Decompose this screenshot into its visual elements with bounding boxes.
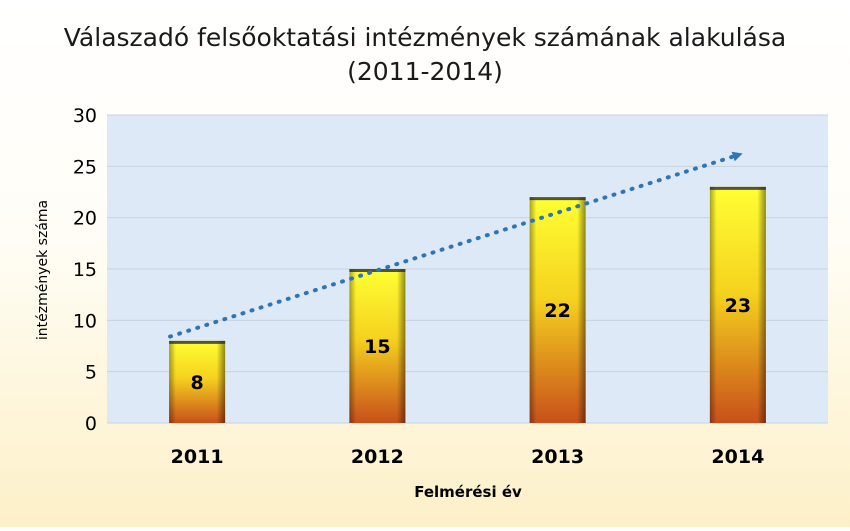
bar-top-edge xyxy=(709,186,766,190)
bar-shade xyxy=(169,340,226,423)
bar-shade xyxy=(349,269,406,423)
bar-top-edge xyxy=(169,340,226,344)
y-tick-label: 25 xyxy=(73,156,97,178)
chart-subtitle: (2011-2014) xyxy=(347,57,503,86)
gridlines xyxy=(107,114,828,424)
chart-title: Válaszadó felsőoktatási intézmények szám… xyxy=(64,23,786,52)
data-label: 8 xyxy=(191,372,204,394)
data-labels: 8 15 22 23 xyxy=(191,295,752,394)
y-tick-label: 20 xyxy=(73,208,97,230)
y-tick-label: 0 xyxy=(85,413,97,435)
y-tick-label: 5 xyxy=(85,362,97,384)
data-label: 15 xyxy=(364,336,390,358)
y-tick-label: 15 xyxy=(73,259,97,281)
bars xyxy=(169,186,766,423)
x-axis-ticks: 2011 2012 2013 2014 xyxy=(171,446,765,468)
bar-top-edge xyxy=(529,197,586,201)
bar-shade xyxy=(529,197,586,423)
x-axis-label: Felmérési év xyxy=(414,483,522,501)
data-label: 23 xyxy=(725,295,751,317)
trendline-group xyxy=(168,151,743,339)
x-tick-label: 2014 xyxy=(711,446,764,468)
y-tick-label: 10 xyxy=(73,310,97,332)
bar-shade xyxy=(709,186,766,423)
y-axis-ticks: 0 5 10 15 20 25 30 xyxy=(73,105,97,435)
x-tick-label: 2011 xyxy=(171,446,224,468)
y-axis-label: intézmények száma xyxy=(35,200,51,340)
data-label: 22 xyxy=(544,300,570,322)
trendline xyxy=(168,151,743,339)
x-tick-label: 2012 xyxy=(351,446,404,468)
y-tick-label: 30 xyxy=(73,105,97,127)
x-tick-label: 2013 xyxy=(531,446,584,468)
